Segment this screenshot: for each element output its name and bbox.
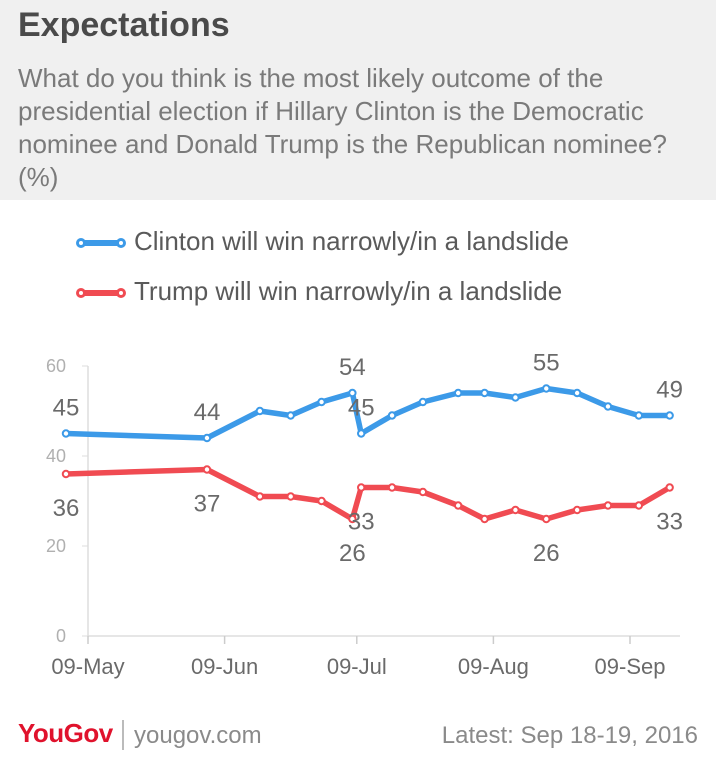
footer-site-link[interactable]: yougov.com	[134, 722, 262, 749]
data-point	[357, 429, 366, 438]
data-label: 54	[339, 354, 366, 381]
legend-swatch-trump	[78, 290, 122, 296]
data-point	[665, 483, 674, 492]
data-point	[202, 433, 212, 443]
data-point	[480, 388, 489, 398]
data-point	[418, 487, 428, 497]
data-point	[286, 411, 295, 420]
x-tick-label: 09-May	[51, 654, 124, 679]
x-tick-label: 09-Jul	[327, 654, 387, 679]
data-point	[202, 465, 212, 474]
data-label: 37	[194, 491, 221, 518]
data-point	[387, 411, 397, 420]
y-tick-label: 0	[56, 626, 66, 646]
legend-dot-clinton-right	[116, 238, 126, 248]
legend-label-clinton: Clinton will win narrowly/in a landslide	[134, 226, 569, 256]
data-point	[255, 406, 265, 416]
chart-subtitle: What do you think is the most likely out…	[18, 63, 667, 192]
data-point	[255, 492, 265, 501]
data-label: 45	[53, 395, 80, 422]
data-point	[480, 514, 489, 524]
y-tick-label: 60	[46, 356, 66, 376]
data-point	[317, 397, 326, 407]
y-tick-label: 40	[46, 446, 66, 466]
data-point	[348, 388, 357, 398]
chart-title: Expectations	[18, 6, 230, 44]
data-point	[572, 505, 582, 515]
data-label: 49	[656, 377, 683, 404]
line-chart: 0 20 40 60 09-May 09-Jun 09-Jul 09-Aug 09-Sep 45 4…	[46, 350, 683, 680]
data-point	[286, 492, 295, 501]
legend-swatch-clinton	[78, 240, 122, 246]
yougov-logo: YouGov	[18, 718, 113, 748]
data-point	[387, 483, 397, 492]
x-tick-label: 09-Sep	[595, 654, 666, 679]
data-label: 44	[194, 399, 221, 426]
legend-label-trump: Trump will win narrowly/in a landslide	[134, 276, 563, 306]
data-point	[61, 469, 71, 479]
x-tick-label: 09-Aug	[458, 654, 529, 679]
data-point	[453, 388, 463, 398]
footer-latest-date: Latest: Sep 18-19, 2016	[441, 722, 698, 749]
data-label: 26	[339, 540, 366, 567]
data-point	[511, 393, 520, 402]
data-point	[357, 483, 366, 492]
data-point	[453, 501, 463, 510]
data-point	[634, 411, 644, 420]
data-point	[61, 429, 71, 438]
data-point	[348, 514, 357, 524]
data-point	[603, 501, 613, 510]
data-point	[542, 384, 551, 393]
data-point	[542, 514, 551, 524]
data-point	[511, 505, 520, 515]
legend-dot-trump-left	[76, 288, 86, 298]
x-tick-label: 09-Jun	[191, 654, 258, 679]
data-point	[572, 388, 582, 398]
legend-dot-trump-right	[116, 288, 126, 298]
data-point	[665, 411, 674, 420]
data-label: 36	[53, 495, 80, 522]
data-label: 26	[533, 540, 560, 567]
footer-divider	[122, 720, 124, 750]
data-label: 45	[348, 395, 375, 422]
data-label: 55	[533, 350, 560, 377]
data-point	[634, 501, 644, 510]
header-panel: Expectations What do you think is the mo…	[0, 0, 716, 200]
data-point	[603, 402, 613, 411]
data-label: 33	[348, 509, 375, 536]
legend-dot-clinton-left	[76, 238, 86, 248]
y-tick-label: 20	[46, 536, 66, 556]
data-label: 33	[656, 509, 683, 536]
data-point	[418, 397, 428, 407]
data-point	[317, 496, 326, 506]
